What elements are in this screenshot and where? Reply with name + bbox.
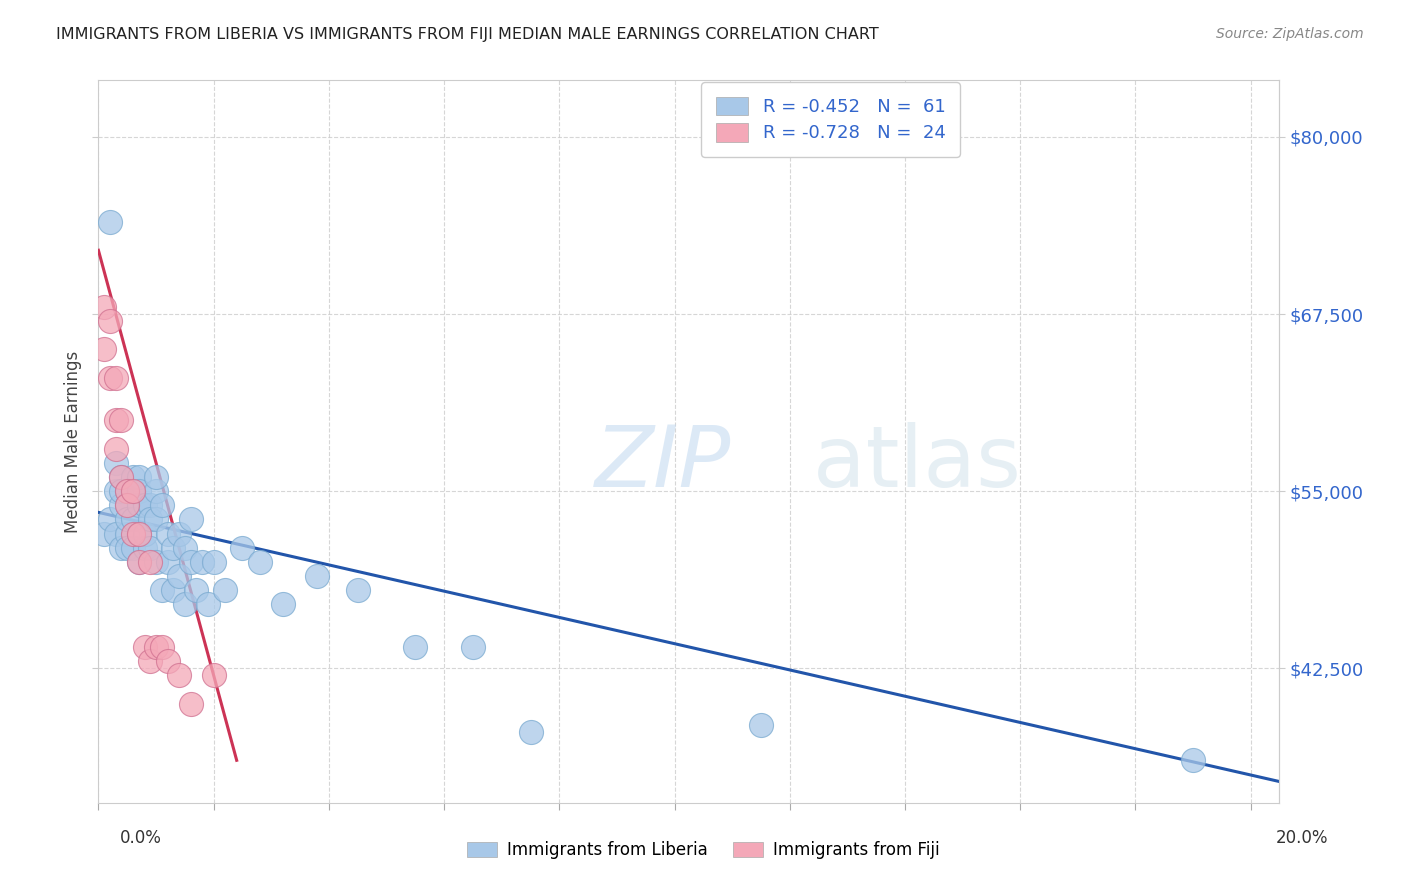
Point xyxy=(104,526,127,541)
Point xyxy=(173,541,195,555)
Point xyxy=(231,541,253,555)
Point xyxy=(128,526,150,541)
Point xyxy=(122,526,145,541)
Point xyxy=(145,470,167,484)
Point xyxy=(271,598,294,612)
Point xyxy=(122,484,145,499)
Point xyxy=(167,526,190,541)
Point xyxy=(180,555,202,569)
Point xyxy=(145,555,167,569)
Point xyxy=(104,456,127,470)
Point xyxy=(115,541,138,555)
Point xyxy=(249,555,271,569)
Point xyxy=(461,640,484,654)
Legend: Immigrants from Liberia, Immigrants from Fiji: Immigrants from Liberia, Immigrants from… xyxy=(460,835,946,866)
Point xyxy=(110,413,132,427)
Point xyxy=(150,640,173,654)
Point xyxy=(115,498,138,512)
Point xyxy=(214,583,236,598)
Point xyxy=(519,725,541,739)
Legend: R = -0.452   N =  61, R = -0.728   N =  24: R = -0.452 N = 61, R = -0.728 N = 24 xyxy=(702,82,960,157)
Point xyxy=(307,569,329,583)
Point xyxy=(93,343,115,357)
Point xyxy=(156,555,179,569)
Point xyxy=(128,526,150,541)
Point xyxy=(134,541,156,555)
Point xyxy=(139,512,162,526)
Point xyxy=(1182,753,1205,767)
Point xyxy=(186,583,208,598)
Point xyxy=(93,300,115,314)
Point xyxy=(167,668,190,682)
Point xyxy=(180,697,202,711)
Point xyxy=(180,512,202,526)
Point xyxy=(162,583,184,598)
Point xyxy=(156,526,179,541)
Point xyxy=(749,718,772,732)
Point xyxy=(104,413,127,427)
Point xyxy=(110,541,132,555)
Y-axis label: Median Male Earnings: Median Male Earnings xyxy=(63,351,82,533)
Point xyxy=(197,598,219,612)
Point xyxy=(145,484,167,499)
Point xyxy=(139,541,162,555)
Point xyxy=(139,498,162,512)
Point xyxy=(93,526,115,541)
Point xyxy=(128,555,150,569)
Point xyxy=(115,526,138,541)
Point xyxy=(128,555,150,569)
Point xyxy=(115,484,138,499)
Point xyxy=(98,215,121,229)
Point xyxy=(202,668,225,682)
Text: atlas: atlas xyxy=(595,422,1021,505)
Point xyxy=(104,442,127,456)
Point xyxy=(167,569,190,583)
Point xyxy=(134,498,156,512)
Point xyxy=(134,526,156,541)
Point xyxy=(162,541,184,555)
Point xyxy=(115,512,138,526)
Point xyxy=(145,640,167,654)
Point xyxy=(150,498,173,512)
Point xyxy=(202,555,225,569)
Point xyxy=(150,583,173,598)
Text: ZIP: ZIP xyxy=(595,422,731,505)
Point xyxy=(110,470,132,484)
Point xyxy=(110,498,132,512)
Point xyxy=(145,512,167,526)
Point xyxy=(191,555,214,569)
Point xyxy=(139,555,162,569)
Point xyxy=(110,484,132,499)
Point xyxy=(346,583,368,598)
Point xyxy=(110,470,132,484)
Point xyxy=(128,498,150,512)
Point xyxy=(115,484,138,499)
Point xyxy=(104,371,127,385)
Point xyxy=(122,484,145,499)
Point xyxy=(128,470,150,484)
Point xyxy=(139,654,162,668)
Point xyxy=(404,640,426,654)
Point xyxy=(156,654,179,668)
Point xyxy=(115,498,138,512)
Text: 0.0%: 0.0% xyxy=(120,829,162,847)
Point xyxy=(122,512,145,526)
Point xyxy=(98,314,121,328)
Text: Source: ZipAtlas.com: Source: ZipAtlas.com xyxy=(1216,27,1364,41)
Point xyxy=(98,371,121,385)
Point xyxy=(122,541,145,555)
Text: 20.0%: 20.0% xyxy=(1277,829,1329,847)
Point xyxy=(134,640,156,654)
Point xyxy=(128,484,150,499)
Point xyxy=(122,470,145,484)
Point xyxy=(98,512,121,526)
Point xyxy=(173,598,195,612)
Point xyxy=(104,484,127,499)
Text: IMMIGRANTS FROM LIBERIA VS IMMIGRANTS FROM FIJI MEDIAN MALE EARNINGS CORRELATION: IMMIGRANTS FROM LIBERIA VS IMMIGRANTS FR… xyxy=(56,27,879,42)
